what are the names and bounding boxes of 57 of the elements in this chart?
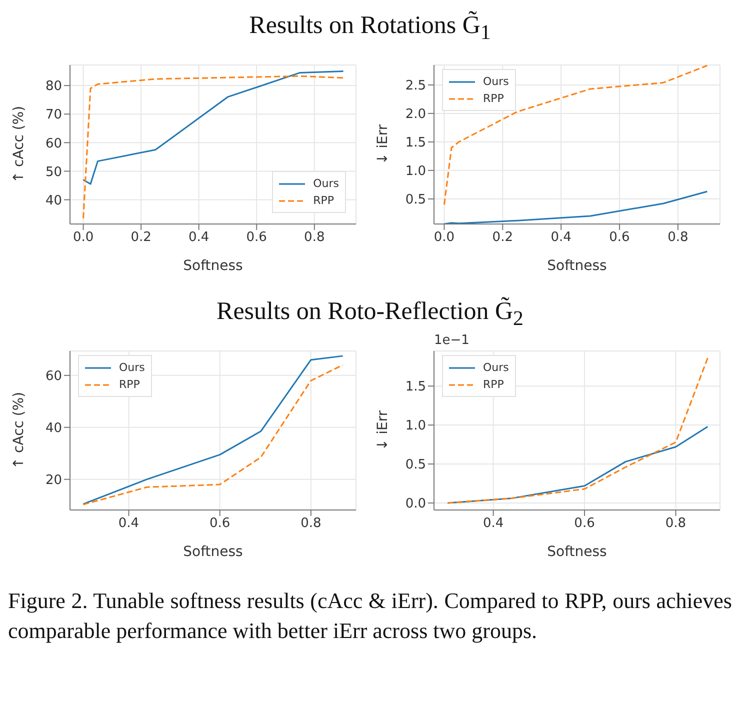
y-tick-label: 40 <box>45 420 62 436</box>
legend-label: Ours <box>483 360 509 376</box>
line-series <box>443 190 708 224</box>
y-tick-label: 60 <box>45 369 62 384</box>
y-axis-title: ↓ iErr <box>374 410 391 451</box>
x-tick-label: 0.8 <box>668 230 688 246</box>
x-tick-label: 0.8 <box>304 230 325 246</box>
y-tick-label: 0.5 <box>405 458 426 473</box>
legend-label: RPP <box>119 377 140 393</box>
y-tick-label: 0.5 <box>405 192 426 208</box>
y-tick-label: 50 <box>45 164 62 180</box>
x-axis-title: Softness <box>547 544 607 560</box>
legend-label: RPP <box>483 377 504 393</box>
y-tick-label: 70 <box>45 108 62 123</box>
legend-label: RPP <box>313 193 334 209</box>
x-tick-label: 0.8 <box>300 516 322 532</box>
chart-title: Results on Roto-Reflection G̃$_{2}$ <box>216 298 524 331</box>
x-tick-label: 0.6 <box>574 516 595 532</box>
y-tick-label: 2.0 <box>405 107 426 122</box>
x-tick-label: 0.6 <box>609 230 630 246</box>
line-series <box>82 75 344 220</box>
y-tick-label: 1.5 <box>405 380 426 395</box>
y-tick-label: 1.5 <box>405 136 426 151</box>
x-tick-label: 0.4 <box>118 516 140 532</box>
y-axis-title: ↑ cAcc (%) <box>10 392 27 470</box>
x-tick-label: 0.4 <box>188 230 210 246</box>
y-tick-label: 2.5 <box>405 78 426 94</box>
x-tick-label: 0.0 <box>72 230 94 246</box>
chart-title: Results on Rotations G̃$_{1}$ <box>248 12 492 45</box>
x-tick-label: 0.8 <box>665 516 686 532</box>
x-tick-label: 0.2 <box>492 230 513 246</box>
x-tick-label: 0.2 <box>130 230 152 246</box>
text: 1e−1 <box>434 333 470 348</box>
legend-label: Ours <box>483 74 509 90</box>
x-tick-label: 0.4 <box>482 516 504 532</box>
legend-label: RPP <box>483 91 504 107</box>
line-series <box>443 65 708 206</box>
x-tick-label: 0.6 <box>246 230 267 246</box>
y-tick-label: 0.0 <box>405 496 426 512</box>
y-axis-title: ↑ cAcc (%) <box>10 106 27 184</box>
y-tick-label: 80 <box>45 79 62 94</box>
caption: Figure 2. Tunable softness results (cAcc & iErr). Compared to RPP, ours achieves comparable performance with better iErr across two groups. <box>8 587 732 645</box>
x-axis-title: Softness <box>547 258 607 274</box>
y-tick-label: 60 <box>45 136 62 152</box>
x-tick-label: 0.4 <box>550 230 572 246</box>
legend-label: Ours <box>313 176 339 192</box>
legend-label: Ours <box>119 360 145 376</box>
y-tick-label: 20 <box>45 472 62 488</box>
y-tick-label: 1.0 <box>405 418 426 434</box>
y-axis-title: ↓ iErr <box>374 124 391 165</box>
x-tick-label: 0.0 <box>434 230 455 246</box>
y-tick-label: 1.0 <box>405 164 426 180</box>
x-axis-title: Softness <box>183 258 243 274</box>
x-axis-title: Softness <box>183 544 243 560</box>
x-tick-label: 0.6 <box>209 516 230 532</box>
y-tick-label: 40 <box>45 193 62 208</box>
line-series <box>446 357 708 504</box>
